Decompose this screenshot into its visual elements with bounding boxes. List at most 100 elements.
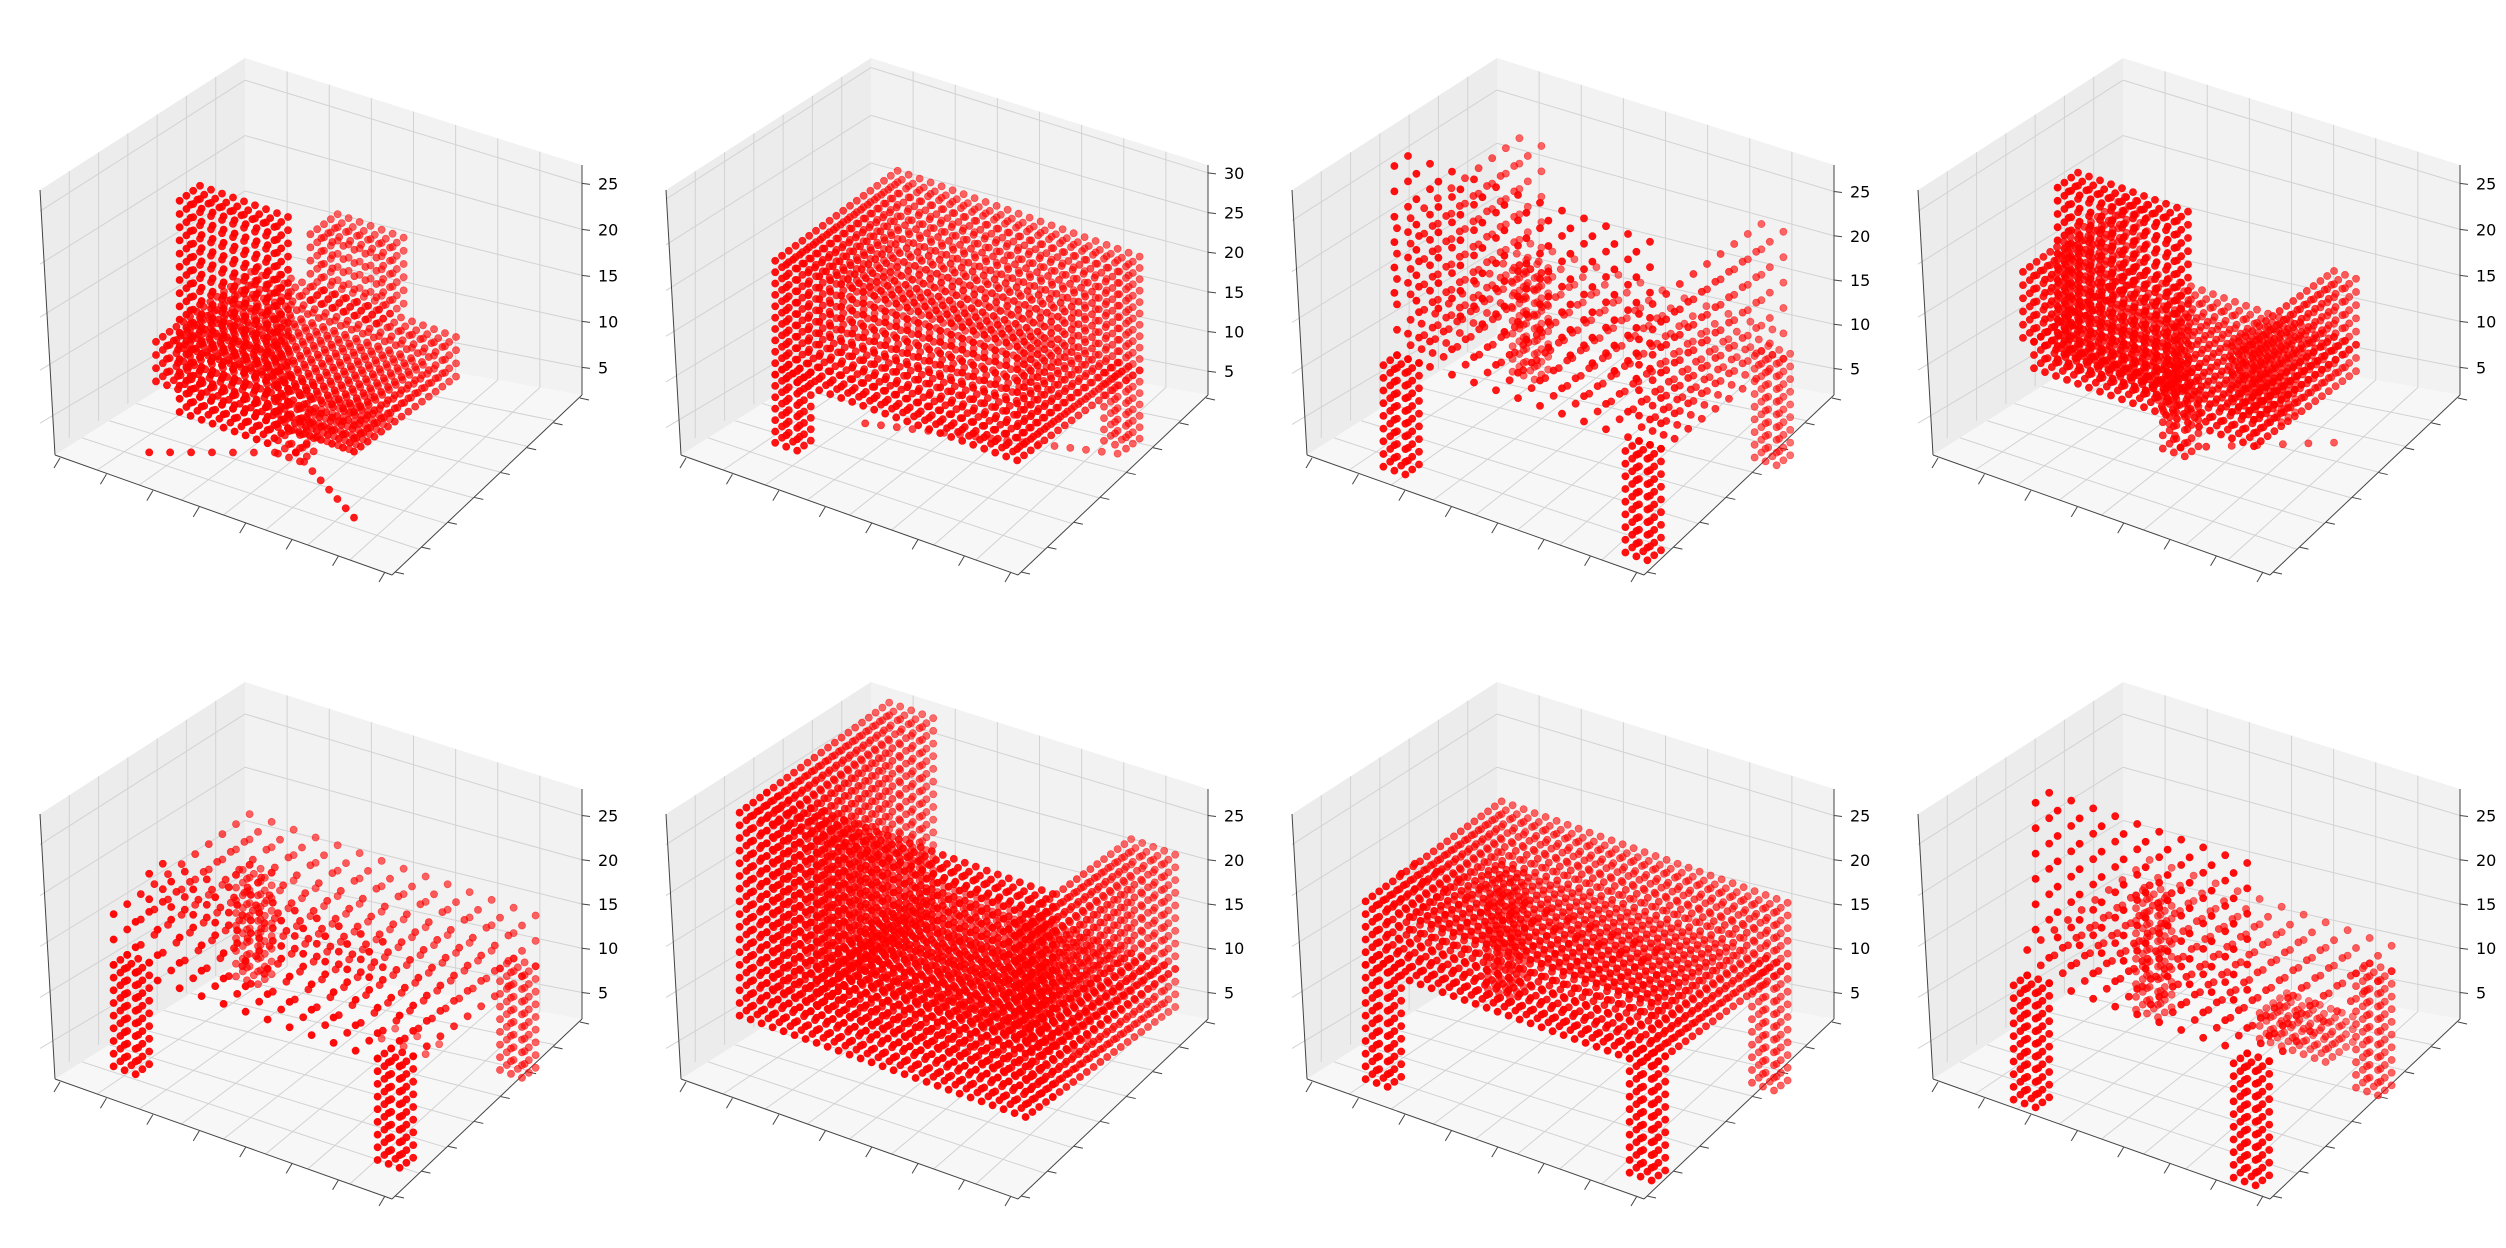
scatter-point xyxy=(826,287,835,296)
scatter-point xyxy=(1115,347,1124,356)
z-tick-mark xyxy=(581,320,591,323)
y-tick-mark xyxy=(1752,472,1762,476)
scatter-point xyxy=(1571,374,1580,383)
scatter-point xyxy=(208,234,217,243)
scatter-point xyxy=(1074,365,1083,374)
scatter-point xyxy=(208,300,217,309)
scatter-point xyxy=(1657,533,1665,542)
scatter-point xyxy=(925,379,934,388)
scatter-point xyxy=(912,284,921,293)
scatter-point xyxy=(958,402,967,411)
scatter-point xyxy=(1060,387,1069,396)
scatter-point xyxy=(2198,286,2206,295)
scatter-point xyxy=(379,275,388,283)
scatter-point xyxy=(1643,454,1652,463)
scatter-point xyxy=(423,330,432,339)
scatter-point xyxy=(782,374,791,383)
scatter-point xyxy=(913,248,922,256)
scatter-point xyxy=(300,360,309,369)
scatter-point xyxy=(1433,194,1442,203)
scatter-point xyxy=(1522,310,1531,319)
scatter-point xyxy=(958,391,967,400)
scatter-point xyxy=(1113,449,1122,458)
scatter-point xyxy=(936,417,945,426)
scatter-point xyxy=(1401,457,1410,466)
scatter-point xyxy=(1115,324,1124,333)
scatter-point xyxy=(1379,373,1388,382)
scatter-point xyxy=(926,274,935,283)
scatter-point xyxy=(908,179,917,188)
x-tick-mark xyxy=(146,490,154,501)
scatter-point xyxy=(241,339,250,347)
scatter-point xyxy=(252,316,261,325)
scatter-point xyxy=(324,354,333,363)
scatter-point xyxy=(284,305,292,314)
scatter-point xyxy=(2289,297,2298,305)
scatter-point xyxy=(1020,349,1028,357)
scatter-point xyxy=(204,199,213,208)
scatter-point xyxy=(1011,260,1019,269)
scatter-point xyxy=(382,360,391,369)
z-tick-mark xyxy=(1207,251,1217,254)
scatter-point xyxy=(1536,325,1544,334)
scatter-point xyxy=(980,234,989,243)
scatter-point xyxy=(1067,302,1076,311)
scatter-point xyxy=(960,309,969,318)
scatter-point xyxy=(1534,257,1543,266)
scatter-point xyxy=(825,216,834,225)
scatter-point xyxy=(1074,411,1083,420)
scatter-point xyxy=(937,278,946,287)
scatter-point xyxy=(1404,152,1412,160)
scatter-point xyxy=(241,286,250,295)
scatter-point xyxy=(789,255,797,264)
scatter-point xyxy=(2304,349,2313,358)
scatter-point xyxy=(2352,327,2360,336)
scatter-point xyxy=(219,225,228,234)
scatter-point xyxy=(345,339,354,348)
scatter-point xyxy=(870,195,879,204)
scatter-point xyxy=(197,217,206,226)
scatter-point xyxy=(1684,323,1693,332)
scatter-point xyxy=(1580,265,1588,274)
scatter-point xyxy=(2198,345,2207,354)
scatter-point xyxy=(1650,475,1659,483)
scatter-point xyxy=(169,336,178,345)
scatter-point xyxy=(1752,273,1761,282)
scatter-point xyxy=(1095,245,1104,254)
scatter-point xyxy=(1496,172,1505,180)
scatter-point xyxy=(1072,274,1081,283)
scatter-point xyxy=(1622,288,1631,297)
scatter-point xyxy=(793,344,802,353)
scatter-point xyxy=(1016,292,1025,300)
scatter-point xyxy=(163,381,171,390)
scatter-point xyxy=(991,448,1000,457)
scatter-point xyxy=(987,325,995,334)
scatter-point xyxy=(864,260,873,269)
z-tick-label: 20 xyxy=(598,220,618,239)
scatter-point xyxy=(876,227,885,236)
scatter-point xyxy=(891,240,900,249)
x-tick-mark xyxy=(2210,555,2218,566)
scatter-point xyxy=(397,412,406,421)
scatter-point xyxy=(1056,298,1065,307)
scatter-point xyxy=(922,265,930,274)
scatter-point xyxy=(2338,298,2347,306)
scatter-point xyxy=(1558,282,1566,291)
y-tick-mark xyxy=(1179,422,1189,426)
scatter-point xyxy=(1779,380,1788,388)
scatter-point xyxy=(877,190,886,199)
scatter-point xyxy=(1029,222,1038,231)
scatter-point xyxy=(1725,369,1733,378)
scatter-point xyxy=(1108,329,1117,338)
scatter-point xyxy=(1122,285,1130,294)
scatter-point xyxy=(284,265,292,274)
scatter-point xyxy=(1779,405,1788,414)
scatter-point xyxy=(1662,290,1671,298)
scatter-point xyxy=(1600,280,1609,289)
scatter-point xyxy=(2341,270,2349,279)
scatter-point xyxy=(1578,273,1587,281)
scatter-point xyxy=(1650,526,1659,534)
scatter-point xyxy=(189,186,198,195)
scatter-point xyxy=(230,242,239,251)
scatter-point xyxy=(186,240,195,249)
